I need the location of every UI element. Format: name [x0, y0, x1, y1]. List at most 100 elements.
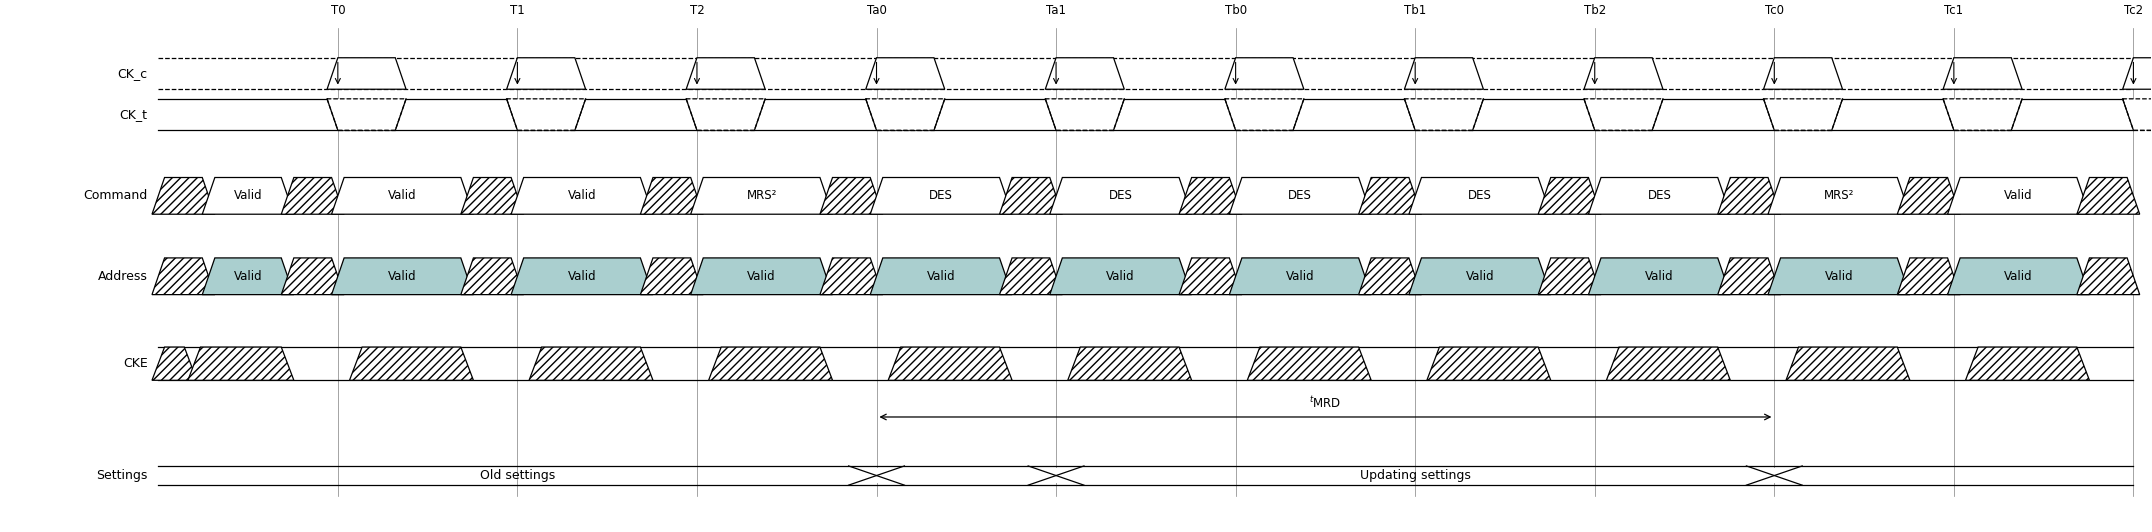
Polygon shape: [187, 347, 295, 380]
Text: CK_c: CK_c: [118, 67, 148, 80]
Text: DES: DES: [1108, 189, 1132, 202]
Text: Old settings: Old settings: [480, 469, 555, 482]
Text: Address: Address: [97, 270, 148, 283]
Polygon shape: [506, 99, 585, 130]
Polygon shape: [282, 258, 344, 295]
Text: Valid: Valid: [1644, 270, 1674, 283]
Polygon shape: [691, 178, 833, 214]
Polygon shape: [1179, 178, 1242, 214]
Text: DES: DES: [930, 189, 953, 202]
Text: Valid: Valid: [2004, 189, 2034, 202]
Polygon shape: [1539, 258, 1601, 295]
Polygon shape: [1948, 258, 2090, 295]
Polygon shape: [506, 58, 585, 89]
Text: MRS²: MRS²: [1823, 189, 1855, 202]
Polygon shape: [202, 258, 295, 295]
Polygon shape: [1179, 258, 1242, 295]
Polygon shape: [1410, 258, 1552, 295]
Polygon shape: [1943, 99, 2023, 130]
Polygon shape: [1229, 178, 1371, 214]
Polygon shape: [889, 347, 1011, 380]
Polygon shape: [1224, 99, 1304, 130]
Text: Valid: Valid: [235, 270, 263, 283]
Bar: [1760, 468, 1788, 483]
Polygon shape: [1584, 99, 1663, 130]
Polygon shape: [1965, 347, 2090, 380]
Text: Ta0: Ta0: [867, 4, 887, 16]
Polygon shape: [1948, 178, 2090, 214]
Polygon shape: [999, 178, 1063, 214]
Polygon shape: [153, 178, 215, 214]
Polygon shape: [1410, 178, 1552, 214]
Text: Valid: Valid: [1287, 270, 1315, 283]
Polygon shape: [1050, 178, 1192, 214]
Text: DES: DES: [1468, 189, 1491, 202]
Polygon shape: [1588, 178, 1730, 214]
Bar: [1042, 468, 1070, 483]
Polygon shape: [641, 258, 704, 295]
Text: Command: Command: [84, 189, 148, 202]
Polygon shape: [1769, 258, 1909, 295]
Text: Valid: Valid: [568, 270, 596, 283]
Polygon shape: [529, 347, 652, 380]
Polygon shape: [331, 258, 473, 295]
Polygon shape: [1046, 58, 1123, 89]
Text: CKE: CKE: [123, 357, 148, 370]
Polygon shape: [1762, 58, 1842, 89]
Text: Valid: Valid: [747, 270, 777, 283]
Text: Valid: Valid: [387, 189, 417, 202]
Text: Tb1: Tb1: [1403, 4, 1427, 16]
Polygon shape: [512, 178, 652, 214]
Polygon shape: [1769, 178, 1909, 214]
Text: T1: T1: [510, 4, 525, 16]
Polygon shape: [865, 58, 945, 89]
Polygon shape: [869, 258, 1011, 295]
Text: DES: DES: [1289, 189, 1313, 202]
Polygon shape: [999, 258, 1063, 295]
Polygon shape: [820, 178, 882, 214]
Polygon shape: [282, 178, 344, 214]
Text: Settings: Settings: [97, 469, 148, 482]
Text: MRS²: MRS²: [747, 189, 777, 202]
Text: Valid: Valid: [1825, 270, 1853, 283]
Polygon shape: [686, 58, 766, 89]
Text: Valid: Valid: [1106, 270, 1134, 283]
Polygon shape: [202, 178, 295, 214]
Polygon shape: [691, 258, 833, 295]
Polygon shape: [1427, 347, 1552, 380]
Text: Tc2: Tc2: [2124, 4, 2143, 16]
Text: T0: T0: [331, 4, 344, 16]
Polygon shape: [1358, 178, 1422, 214]
Polygon shape: [1248, 347, 1371, 380]
Polygon shape: [1050, 258, 1192, 295]
Polygon shape: [708, 347, 833, 380]
Polygon shape: [1762, 99, 1842, 130]
Text: Valid: Valid: [2004, 270, 2034, 283]
Polygon shape: [1588, 258, 1730, 295]
Polygon shape: [327, 58, 407, 89]
Text: Valid: Valid: [1466, 270, 1493, 283]
Text: Tb2: Tb2: [1584, 4, 1605, 16]
Polygon shape: [1898, 178, 1960, 214]
Text: Tc0: Tc0: [1765, 4, 1784, 16]
Polygon shape: [2077, 258, 2139, 295]
Text: Valid: Valid: [568, 189, 596, 202]
Polygon shape: [1717, 258, 1780, 295]
Polygon shape: [1358, 258, 1422, 295]
Polygon shape: [1046, 99, 1123, 130]
Text: Updating settings: Updating settings: [1360, 469, 1470, 482]
Text: Valid: Valid: [387, 270, 417, 283]
Polygon shape: [820, 258, 882, 295]
Polygon shape: [2122, 58, 2152, 89]
Polygon shape: [461, 178, 523, 214]
Polygon shape: [1229, 258, 1371, 295]
Text: Valid: Valid: [235, 189, 263, 202]
Polygon shape: [461, 258, 523, 295]
Polygon shape: [349, 347, 473, 380]
Polygon shape: [327, 99, 407, 130]
Polygon shape: [869, 178, 1011, 214]
Polygon shape: [1539, 178, 1601, 214]
Text: CK_t: CK_t: [121, 108, 148, 121]
Polygon shape: [1405, 99, 1483, 130]
Bar: [863, 468, 891, 483]
